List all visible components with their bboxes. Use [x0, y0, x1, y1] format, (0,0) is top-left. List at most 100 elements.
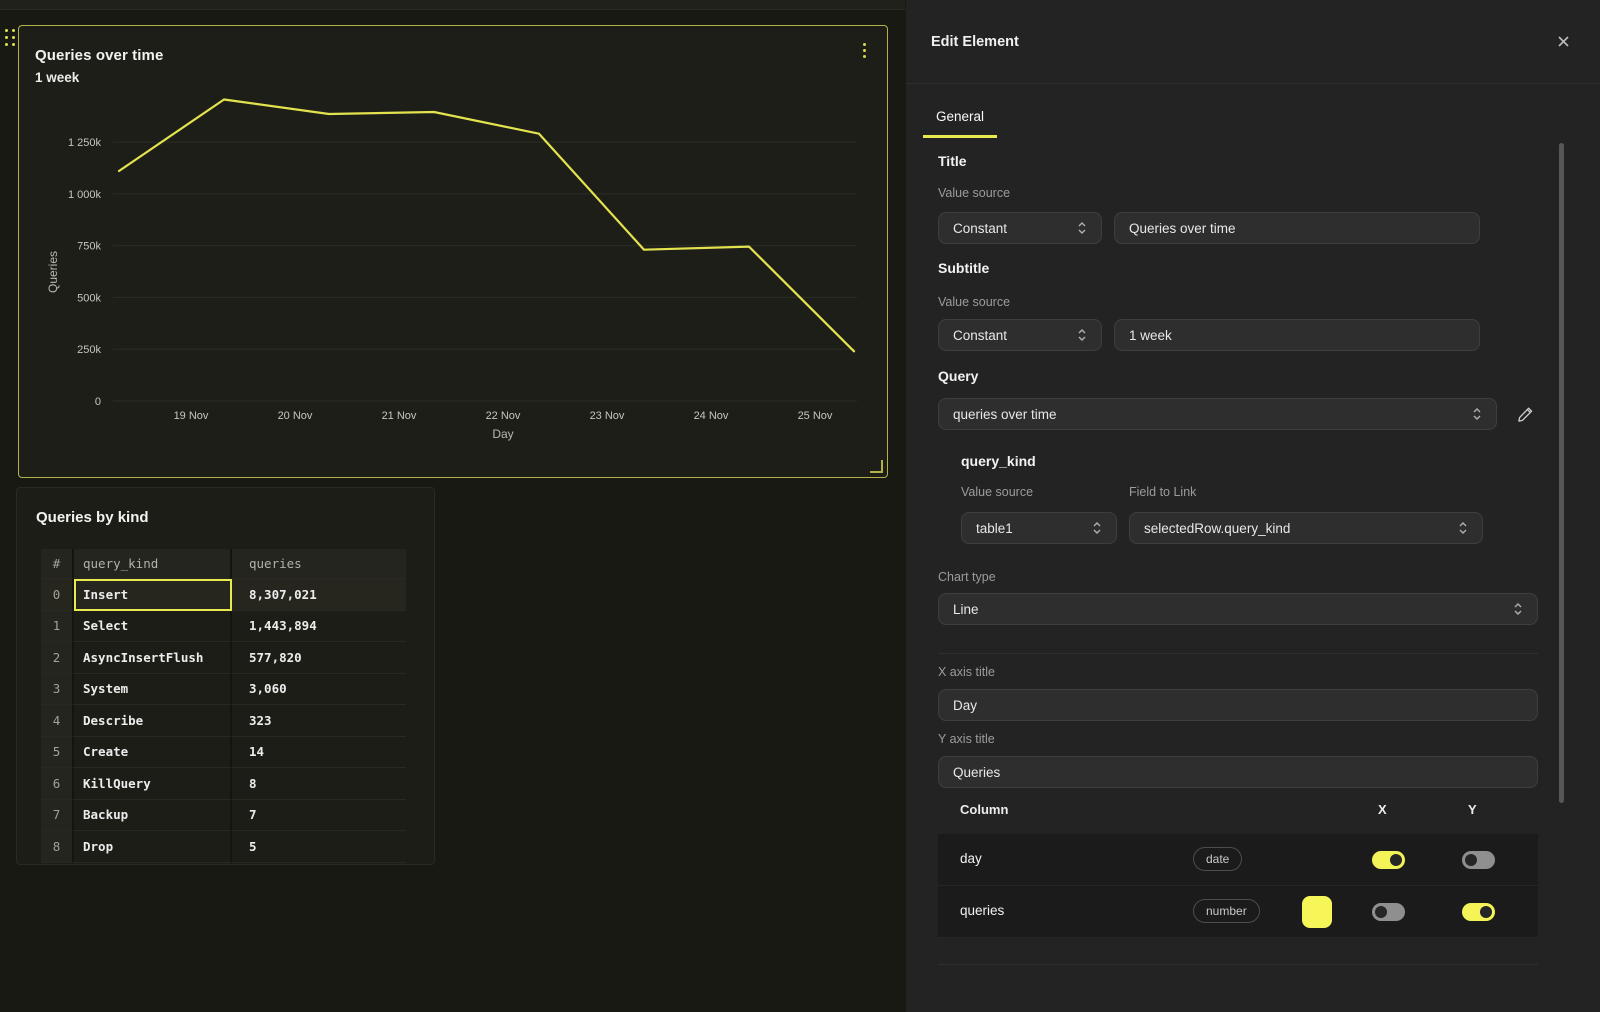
resize-handle-icon[interactable] — [869, 459, 883, 473]
table-row[interactable]: 8 Drop 5 — [41, 831, 406, 863]
query-kind-cell[interactable]: AsyncInsertFlush — [74, 642, 232, 674]
divider — [938, 653, 1538, 654]
subtitle-value-input[interactable] — [1114, 319, 1480, 351]
queries-cell[interactable]: 14 — [232, 736, 406, 768]
x-axis-toggle[interactable] — [1372, 851, 1405, 869]
title-source-select[interactable]: Constant — [938, 212, 1102, 244]
query-kind-cell[interactable]: Describe — [74, 705, 232, 737]
row-index-cell[interactable]: 4 — [41, 705, 74, 737]
columns-table-header: Column X Y — [938, 788, 1538, 834]
field-to-link-select[interactable]: selectedRow.query_kind — [1129, 512, 1483, 544]
column-header: query_kind — [74, 549, 232, 579]
column-config-row: day date — [938, 834, 1538, 886]
row-index-cell[interactable]: 6 — [41, 768, 74, 800]
y-axis-title-input[interactable] — [938, 756, 1538, 788]
table-element[interactable]: Queries by kind # query_kind queries 0 Inser… — [16, 487, 435, 865]
svg-text:20 Nov: 20 Nov — [278, 410, 313, 422]
column-config-row: queries number — [938, 886, 1538, 938]
column-name: day — [960, 851, 982, 866]
subtitle-section-heading: Subtitle — [938, 260, 990, 276]
query-select[interactable]: queries over time — [938, 398, 1498, 430]
table-header-row: # query_kind queries — [41, 549, 406, 579]
chart-type-select[interactable]: Line — [938, 593, 1538, 625]
drag-handle-icon[interactable] — [5, 29, 15, 46]
queries-cell[interactable]: 3,060 — [232, 673, 406, 705]
row-index-cell[interactable]: 2 — [41, 642, 74, 674]
query-kind-cell[interactable]: System — [74, 673, 232, 705]
x-axis-toggle[interactable] — [1372, 903, 1405, 921]
svg-text:500k: 500k — [77, 292, 101, 304]
row-index-cell[interactable]: 1 — [41, 610, 74, 642]
panel-header: Edit Element — [906, 0, 1600, 84]
chart-type-value: Line — [953, 601, 979, 617]
kebab-menu-icon[interactable] — [857, 39, 871, 61]
row-index-cell[interactable]: 3 — [41, 673, 74, 705]
queries-cell[interactable]: 323 — [232, 705, 406, 737]
edit-element-panel: Edit Element General Title Value source … — [905, 0, 1600, 1012]
column-header: queries — [232, 549, 406, 579]
query-kind-cell[interactable]: Drop — [74, 831, 232, 863]
query-kind-cell[interactable]: KillQuery — [74, 768, 232, 800]
y-axis-toggle[interactable] — [1462, 903, 1495, 921]
query-kind-cell[interactable]: Backup — [74, 799, 232, 831]
table-row[interactable]: 4 Describe 323 — [41, 705, 406, 737]
row-index-cell[interactable]: 5 — [41, 736, 74, 768]
y-axis-toggle[interactable] — [1462, 851, 1495, 869]
x-axis-title-label: X axis title — [938, 665, 995, 679]
x-header: X — [1378, 802, 1387, 817]
x-axis-title-input[interactable] — [938, 689, 1538, 721]
chart-type-label: Chart type — [938, 570, 996, 584]
edit-query-pencil-icon[interactable] — [1513, 398, 1538, 430]
columns-config-table: Column X Y day date queries number — [938, 788, 1538, 938]
queries-cell[interactable]: 8,307,021 — [232, 579, 406, 611]
close-icon[interactable] — [1554, 33, 1572, 51]
column-header: # — [41, 549, 74, 579]
chart-element[interactable]: Queries over time 1 week 0 250k 500k 750k 1 … — [18, 25, 888, 478]
field-to-link-value: selectedRow.query_kind — [1144, 520, 1291, 536]
queries-cell[interactable]: 8 — [232, 768, 406, 800]
row-index-cell[interactable]: 7 — [41, 799, 74, 831]
table-row[interactable]: 7 Backup 7 — [41, 799, 406, 831]
top-toolbar-strip — [0, 0, 905, 10]
svg-text:0: 0 — [95, 396, 101, 408]
table-row[interactable]: 0 Insert 8,307,021 — [41, 579, 406, 611]
queries-cell[interactable]: 5 — [232, 831, 406, 863]
column-header: Column — [960, 802, 1009, 817]
title-source-value: Constant — [953, 220, 1008, 236]
svg-text:1 250k: 1 250k — [68, 137, 102, 149]
queries-cell[interactable]: 7 — [232, 799, 406, 831]
svg-text:1 000k: 1 000k — [68, 189, 102, 201]
table-row[interactable]: 5 Create 14 — [41, 736, 406, 768]
table-row[interactable]: 1 Select 1,443,894 — [41, 610, 406, 642]
query-kind-field-label: Field to Link — [1129, 485, 1197, 499]
chevron-updown-icon — [1093, 522, 1101, 534]
tab-general[interactable]: General — [923, 109, 998, 138]
row-index-cell[interactable]: 8 — [41, 831, 74, 863]
panel-scrollbar[interactable] — [1559, 143, 1564, 803]
query-kind-heading: query_kind — [961, 453, 1036, 469]
table-row[interactable]: 3 System 3,060 — [41, 673, 406, 705]
svg-text:Queries: Queries — [46, 251, 60, 293]
title-value-input[interactable] — [1114, 212, 1480, 244]
series-color-swatch[interactable] — [1302, 896, 1332, 928]
dashboard-canvas: Queries over time 1 week 0 250k 500k 750k 1 … — [0, 0, 905, 865]
query-kind-cell[interactable]: Select — [74, 610, 232, 642]
table-row[interactable]: 6 KillQuery 8 — [41, 768, 406, 800]
chevron-updown-icon — [1514, 603, 1522, 615]
subtitle-source-select[interactable]: Constant — [938, 319, 1102, 351]
divider — [938, 964, 1538, 965]
queries-cell[interactable]: 1,443,894 — [232, 610, 406, 642]
subtitle-value-source-label: Value source — [938, 295, 1011, 309]
table-row[interactable]: 2 AsyncInsertFlush 577,820 — [41, 642, 406, 674]
panel-body: Title Value source Constant Subtitle Val… — [906, 153, 1600, 965]
row-index-cell[interactable]: 0 — [41, 579, 74, 611]
queries-by-kind-table: # query_kind queries 0 Insert 8,307,021 1 Selec… — [41, 549, 406, 863]
tab-bar: General — [906, 108, 1600, 138]
query-kind-cell[interactable]: Create — [74, 736, 232, 768]
query-kind-source-select[interactable]: table1 — [961, 512, 1117, 544]
svg-text:23 Nov: 23 Nov — [590, 410, 625, 422]
queries-cell[interactable]: 577,820 — [232, 642, 406, 674]
query-kind-cell[interactable]: Insert — [74, 579, 232, 611]
type-badge: date — [1193, 847, 1243, 871]
